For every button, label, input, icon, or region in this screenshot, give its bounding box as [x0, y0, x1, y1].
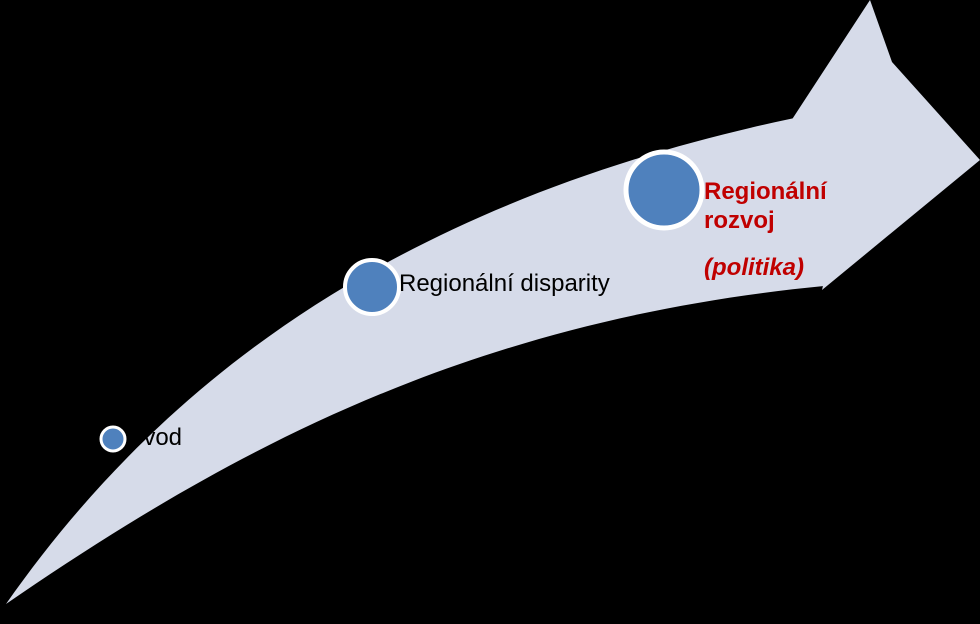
step-3-subtitle: (politika) [704, 254, 804, 283]
diagram-stage: Úvod Regionální disparity Regionální roz… [0, 0, 980, 624]
timeline-dot-3 [626, 152, 702, 228]
step-1-label: Úvod [126, 424, 182, 453]
timeline-dot-2 [345, 260, 399, 314]
step-2-label: Regionální disparity [399, 270, 610, 299]
step-3-title: Regionální rozvoj [704, 178, 827, 236]
timeline-dot-1 [101, 427, 125, 451]
curved-arrow [0, 0, 980, 624]
